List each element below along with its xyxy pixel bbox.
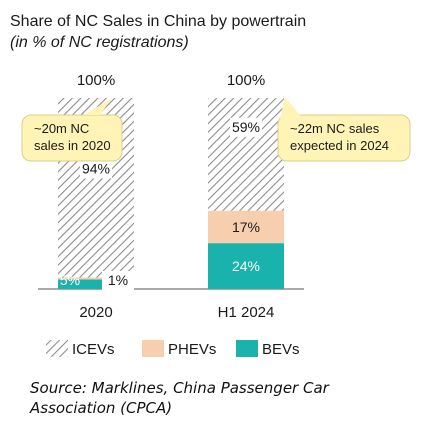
callout-text-2020-line-2: sales in 2020 <box>34 138 111 153</box>
bar-bevs-2020 <box>58 279 134 289</box>
legend-label-icevs: ICEVs <box>72 341 115 358</box>
data-label-phevs-2020: 1% <box>108 272 128 288</box>
data-label-icevs-2020: 94% <box>82 160 110 176</box>
legend-swatch-icevs <box>46 340 68 357</box>
bar-bevs-h1-2024 <box>208 243 284 289</box>
data-label-phevs-h1-2024: 17% <box>232 219 260 235</box>
legend-swatch-phevs <box>142 340 164 357</box>
callout-text-h1-2024-line-2: expected in 2024 <box>290 138 389 153</box>
callout-box-2020 <box>21 114 123 162</box>
chart-title: Share of NC Sales in China by powertrain <box>10 13 307 30</box>
source-note: Source: Marklines, China Passenger Car A… <box>30 379 329 417</box>
legend-label-bevs: BEVs <box>262 341 300 358</box>
callout-box-h1-2024 <box>277 114 411 162</box>
data-label-bg-icevs-h1-2024 <box>230 117 262 137</box>
data-label-bevs-h1-2024: 24% <box>232 258 260 274</box>
data-label-bg-icevs-2020 <box>80 159 112 179</box>
callout-text-h1-2024-line-1: ~22m NC sales <box>290 121 380 136</box>
data-label-bg-phevs-2020 <box>102 271 134 290</box>
callout-pointer-2020 <box>84 98 112 115</box>
total-label-2020: 100% <box>77 72 115 89</box>
data-label-bevs-2020: 5% <box>60 272 80 288</box>
bar-icevs-h1-2024 <box>208 98 284 211</box>
data-label-icevs-h1-2024: 59% <box>232 119 260 135</box>
callout-text-2020-line-1: ~20m NC <box>34 121 89 136</box>
chart-subtitle: (in % of NC registrations) <box>10 34 189 51</box>
legend-swatch-bevs <box>236 340 258 357</box>
total-label-h1-2024: 100% <box>227 72 265 89</box>
callout-pointer-h1-2024 <box>278 97 300 128</box>
bar-phevs-h1-2024 <box>208 210 284 244</box>
legend-label-phevs: PHEVs <box>168 341 216 358</box>
category-label-2020: 2020 <box>79 304 112 321</box>
bar-phevs-2020 <box>58 277 134 280</box>
category-label-h1-2024: H1 2024 <box>218 304 275 321</box>
